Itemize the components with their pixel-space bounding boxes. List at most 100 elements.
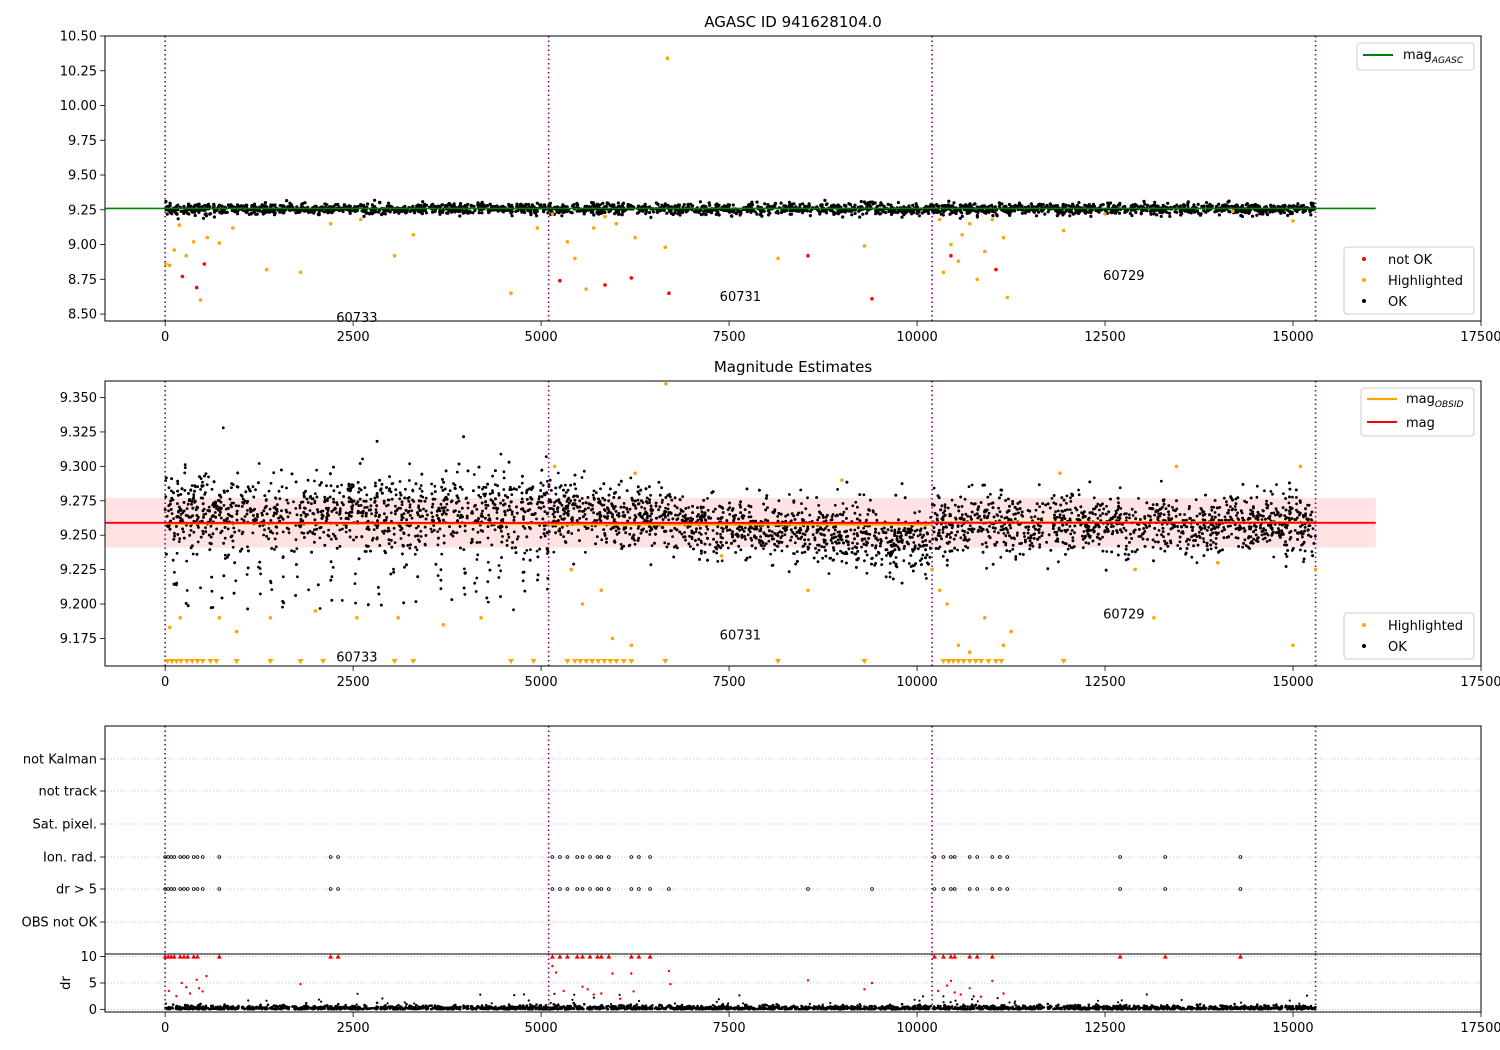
ok-point	[675, 528, 679, 532]
ok-point	[591, 210, 595, 214]
ok-point	[576, 209, 581, 213]
ok-point	[796, 537, 800, 540]
ok-point	[688, 534, 691, 538]
ok-point	[168, 201, 172, 205]
ok-point	[960, 211, 964, 215]
ok-point	[1165, 210, 1169, 214]
ok-point	[764, 542, 768, 545]
ok-point	[277, 516, 280, 520]
ok-point	[888, 562, 892, 565]
ok-point	[280, 485, 284, 489]
ok-point	[1049, 203, 1053, 207]
ok-point	[347, 204, 351, 208]
ok-point	[1176, 544, 1180, 547]
ok-point	[720, 559, 724, 563]
ok-point	[241, 208, 245, 213]
ok-point	[1158, 208, 1162, 212]
ok-point	[915, 211, 919, 215]
ok-point	[862, 200, 867, 204]
ok-point	[204, 212, 208, 216]
ok-point	[744, 537, 747, 541]
ok-point	[1192, 203, 1196, 207]
ok-point	[497, 564, 501, 567]
ok-point	[1018, 552, 1022, 556]
ok-point	[966, 514, 969, 518]
ok-point	[179, 513, 183, 516]
ok-point	[618, 204, 622, 208]
ok-point	[1162, 535, 1165, 539]
ok-point	[555, 210, 559, 214]
ok-point	[1027, 204, 1031, 208]
ok-point	[841, 215, 845, 219]
ok-point	[258, 209, 262, 213]
ok-point	[766, 519, 770, 523]
ok-point	[186, 204, 190, 209]
ok-point	[702, 210, 707, 214]
ok-point	[943, 203, 947, 208]
ok-point	[1144, 524, 1148, 527]
ok-point	[647, 210, 652, 215]
ok-point	[1260, 518, 1264, 521]
obsid-label-1: 60731	[720, 290, 761, 305]
ok-point	[421, 200, 425, 204]
ok-point	[1122, 526, 1126, 530]
ok-point	[750, 200, 754, 204]
ok-point	[722, 208, 726, 213]
ok-point	[1116, 203, 1121, 207]
ok-point	[827, 528, 831, 532]
panel-1-ytick-label-3: 9.25	[68, 203, 97, 218]
ok-point	[1066, 547, 1070, 551]
ok-point	[1069, 496, 1072, 500]
ok-point	[348, 211, 352, 215]
highlighted-point-27	[665, 56, 670, 60]
ok-point	[1247, 208, 1251, 212]
ok-point	[1264, 210, 1268, 214]
ok-point	[1155, 213, 1159, 217]
ok-point	[867, 203, 871, 207]
ok-point	[164, 199, 168, 204]
ok-point	[868, 200, 873, 204]
ok-point	[361, 457, 364, 461]
ok-point	[1128, 211, 1132, 215]
ok-point	[1013, 517, 1017, 521]
ok-point	[484, 486, 488, 489]
ok-point	[687, 506, 691, 509]
ok-point	[784, 514, 787, 518]
ok-point	[767, 204, 771, 208]
ok-point	[1101, 535, 1104, 539]
ok-point	[1036, 517, 1040, 521]
ok-point	[799, 528, 803, 532]
ok-point	[232, 209, 237, 213]
ok-point	[1166, 201, 1170, 205]
ok-point	[808, 214, 813, 218]
panel-1-xtick-label-3: 7500	[713, 330, 746, 345]
ok-point	[853, 528, 857, 532]
ok-point	[1190, 209, 1194, 213]
highlighted-point-21	[584, 287, 588, 291]
ok-point	[501, 535, 504, 538]
ok-point	[1089, 214, 1093, 218]
highlighted-point-34	[960, 233, 964, 237]
ok-point	[286, 501, 290, 505]
panel-1-ytick-label-6: 10.00	[60, 99, 97, 114]
ok-point	[222, 210, 226, 214]
ok-point	[1154, 540, 1157, 544]
ok-point	[1127, 513, 1131, 516]
ok-point	[298, 208, 302, 212]
ok-point	[383, 212, 387, 216]
ok-point	[666, 203, 670, 207]
ok-point	[656, 202, 660, 206]
ok-point	[970, 483, 974, 487]
ok-point	[251, 485, 255, 488]
ok-point	[1020, 204, 1024, 208]
highlighted-point-6	[198, 298, 203, 302]
panel-2-title: Magnitude Estimates	[714, 358, 872, 376]
ok-point	[1217, 213, 1221, 217]
ok-point	[1129, 204, 1133, 208]
ok-point	[975, 213, 979, 217]
ok-point	[237, 504, 241, 508]
ok-point	[461, 209, 465, 213]
ok-point	[476, 204, 480, 208]
ok-point	[184, 208, 188, 212]
ok-point	[798, 203, 802, 207]
